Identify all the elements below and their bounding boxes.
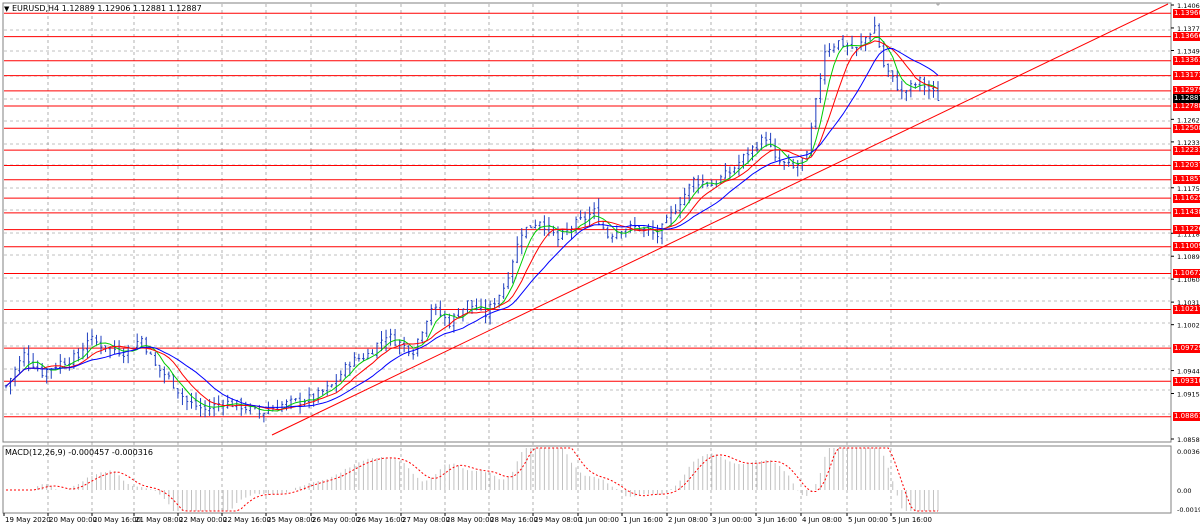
- level-label: 1.11009: [1173, 242, 1200, 252]
- macd-signal-line: [6, 447, 938, 512]
- level-label: 1.12788: [1173, 101, 1200, 111]
- time-label: 3 Jun 16:00: [757, 516, 797, 524]
- time-label: 1 Jun 16:00: [623, 516, 663, 524]
- moving-averages: [5, 36, 939, 412]
- macd-label: MACD(12,26,9) -0.000457 -0.000316: [5, 448, 153, 457]
- price-axis-label: 1.10025: [1177, 322, 1200, 330]
- level-label: 1.10217: [1173, 304, 1200, 314]
- price-axis-label: 1.12620: [1177, 116, 1200, 124]
- macd-panel-frame: [2, 445, 1172, 514]
- time-label: 1 Jun 00:00: [579, 516, 619, 524]
- level-label: 1.10672: [1173, 268, 1200, 278]
- time-label: 26 May 00:00: [312, 516, 360, 524]
- level-label: 1.12037: [1173, 160, 1200, 170]
- price-axis-label: 1.10890: [1177, 253, 1200, 261]
- time-label: 5 Jun 16:00: [892, 516, 932, 524]
- time-label: 28 May 00:00: [446, 516, 494, 524]
- price-axis-label: 1.09445: [1177, 368, 1200, 376]
- price-axis-label: 1.10310: [1177, 299, 1200, 307]
- time-label: 19 May 2020: [5, 516, 51, 524]
- main-chart-frame: [2, 2, 1172, 443]
- price-axis-label: 1.11180: [1177, 230, 1200, 238]
- time-label: 28 May 16:00: [490, 516, 538, 524]
- level-label: 1.11226: [1173, 225, 1200, 235]
- time-label: 20 May 00:00: [49, 516, 97, 524]
- price-axis: 1.14065 1.13775 1.13490 1.12620 1.12335 1.117…: [1171, 2, 1200, 514]
- time-label: 26 May 16:00: [357, 516, 405, 524]
- time-label: 29 May 08:00: [534, 516, 582, 524]
- current-price-label: 1.12887: [1173, 93, 1200, 103]
- price-axis-label: 1.14065: [1177, 2, 1200, 10]
- time-label: 20 May 16:00: [93, 516, 141, 524]
- macd-indicator: [6, 447, 939, 512]
- level-label: 1.13666: [1173, 32, 1200, 42]
- macd-axis-label: 0.00: [1177, 487, 1191, 495]
- time-label: 21 May 08:00: [135, 516, 183, 524]
- price-axis-label: 1.12335: [1177, 139, 1200, 147]
- level-label: 1.12979: [1173, 86, 1200, 96]
- time-label: 27 May 08:00: [402, 516, 450, 524]
- time-label: 25 May 08:00: [267, 516, 315, 524]
- level-label: 1.11857: [1173, 175, 1200, 185]
- time-label: 4 Jun 08:00: [802, 516, 842, 524]
- macd-axis-label: 0.003685: [1177, 448, 1200, 456]
- ohlc-values: 1.12889 1.12906 1.12881 1.12887: [61, 4, 202, 13]
- ma-fast-line: [5, 36, 939, 412]
- level-label: 1.09729: [1173, 343, 1200, 353]
- symbol-timeframe: EURUSD,H4: [11, 4, 60, 13]
- macd-axis-label: -0.00198: [1177, 506, 1200, 514]
- level-label: 1.13173: [1173, 71, 1200, 81]
- level-label: 1.12508: [1173, 123, 1200, 133]
- time-label: 2 Jun 08:00: [668, 516, 708, 524]
- symbol-header[interactable]: ▼ EURUSD,H4 1.12889 1.12906 1.12881 1.12…: [4, 4, 202, 13]
- level-label: 1.11438: [1173, 208, 1200, 218]
- price-axis-label: 1.10600: [1177, 276, 1200, 284]
- horizontal-levels[interactable]: [4, 12, 1171, 418]
- price-axis-label: 1.13775: [1177, 25, 1200, 33]
- ma-slow-line: [5, 47, 939, 408]
- time-label: 22 May 16:00: [223, 516, 271, 524]
- price-candles: [4, 16, 940, 423]
- dropdown-arrow-icon[interactable]: ▼: [4, 5, 10, 13]
- trend-line[interactable]: [271, 3, 1169, 436]
- time-label: 22 May 00:00: [179, 516, 227, 524]
- level-label: 1.09310: [1173, 376, 1200, 386]
- level-label: 1.13960: [1173, 8, 1200, 18]
- price-axis-label: 1.11755: [1177, 185, 1200, 193]
- time-label: 5 Jun 00:00: [848, 516, 888, 524]
- time-label: 3 Jun 00:00: [712, 516, 752, 524]
- level-label: 1.11625: [1173, 193, 1200, 203]
- price-axis-label: 1.13490: [1177, 47, 1200, 55]
- vertical-grid: [47, 4, 892, 512]
- chart-shift-marker[interactable]: [935, 3, 941, 6]
- ma-mid-line: [5, 40, 939, 411]
- price-axis-label: 1.09155: [1177, 391, 1200, 399]
